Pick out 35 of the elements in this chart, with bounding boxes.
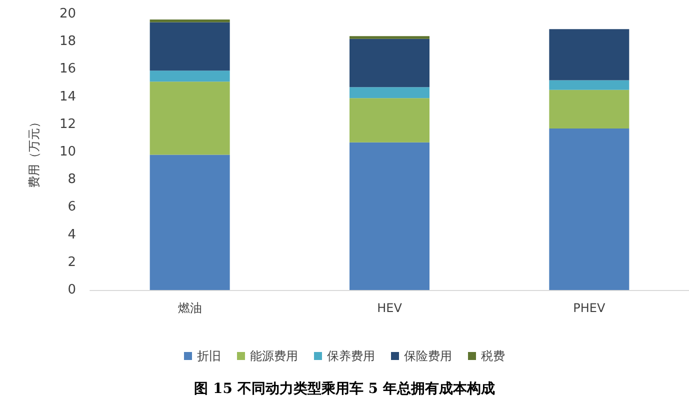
bar [350,36,430,39]
y-tick-label: 2 [68,254,76,270]
bar [150,70,230,82]
y-tick-label: 12 [59,116,76,132]
x-tick-label: PHEV [573,301,606,315]
legend-label: 能源费用 [250,349,298,363]
bar [150,20,230,22]
x-tick-label: HEV [377,301,403,315]
y-tick-label: 4 [68,227,76,242]
legend-label: 保养费用 [327,349,375,363]
y-tick-label: 18 [59,34,76,50]
y-tick-label: 0 [68,282,76,298]
legend-label: 折旧 [197,349,221,363]
bar [150,82,230,155]
x-tick-label: 燃油 [178,301,202,315]
y-axis-title: 费用（万元） [27,116,41,188]
bar [549,128,630,290]
legend-label: 税费 [481,349,505,363]
legend-label: 保险费用 [404,349,452,363]
bar [549,80,630,90]
bar [549,29,630,80]
y-tick-label: 10 [59,144,76,160]
y-tick-label: 20 [59,6,76,22]
y-tick-label: 14 [59,89,76,104]
text: 图 15 不同动力类型乘用车 5 年总拥有成本构成 [194,380,495,397]
bar [549,90,630,129]
y-tick-label: 6 [68,200,76,215]
bar [350,38,430,88]
y-tick-label: 16 [59,62,76,77]
bar [350,87,430,98]
bar [350,142,430,290]
bar [150,154,230,290]
bar [350,98,430,142]
bar [150,22,230,71]
y-tick-label: 8 [68,172,76,188]
